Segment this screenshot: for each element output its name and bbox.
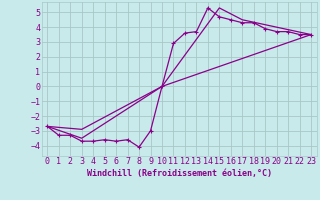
X-axis label: Windchill (Refroidissement éolien,°C): Windchill (Refroidissement éolien,°C)	[87, 169, 272, 178]
